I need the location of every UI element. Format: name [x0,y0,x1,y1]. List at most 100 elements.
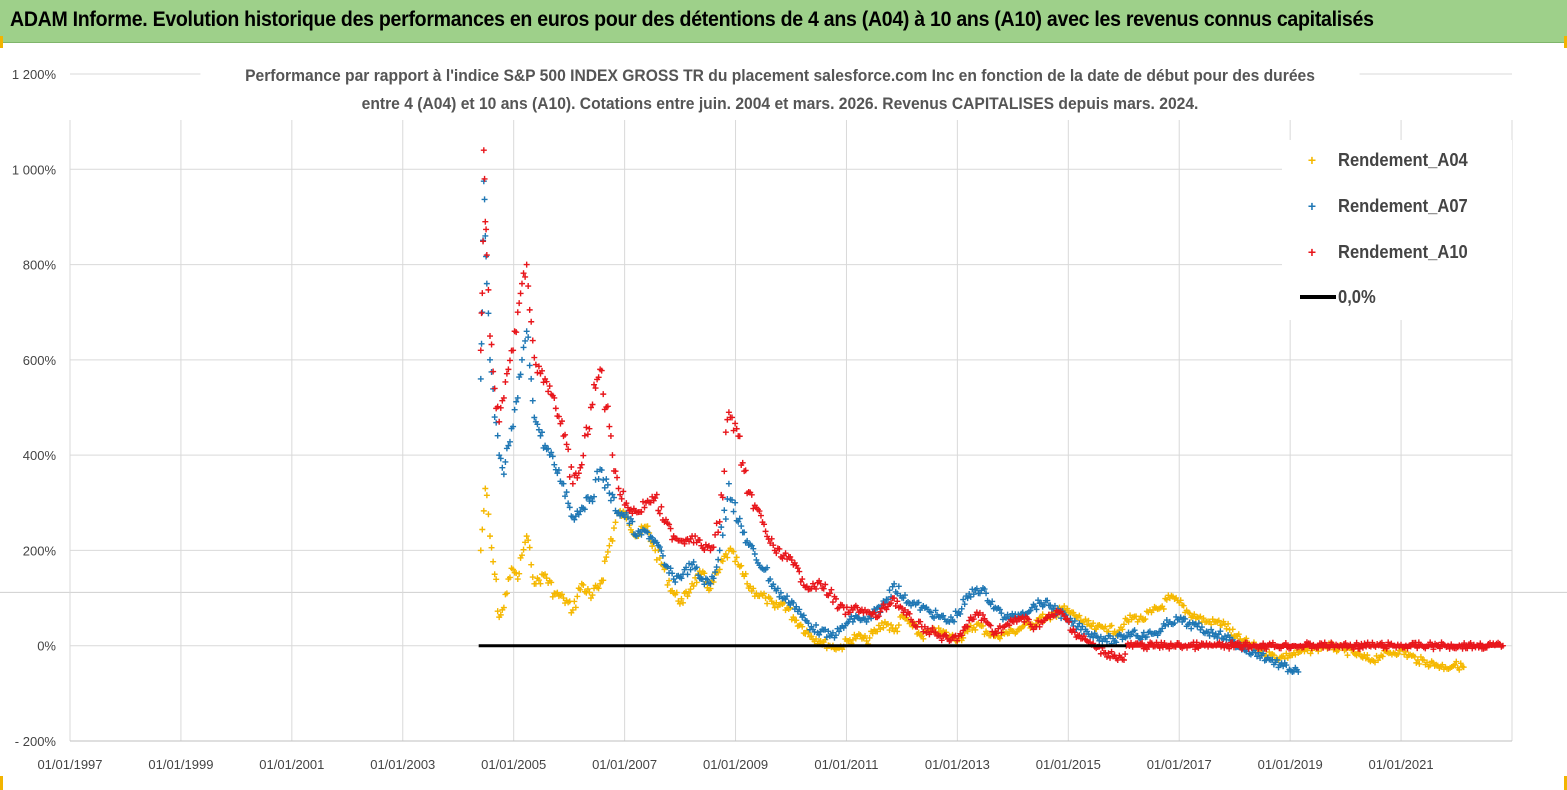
data-point [880,624,887,631]
data-point [1103,653,1110,660]
data-point [563,489,570,496]
data-point [875,622,882,629]
data-point [687,586,694,593]
data-point [493,576,500,583]
data-point [497,455,504,462]
data-point [966,617,973,624]
data-point [764,564,771,571]
data-point [1430,659,1437,666]
data-point [592,385,599,392]
data-point [477,347,484,354]
data-point [1064,615,1071,622]
data-point [696,537,703,544]
data-point [705,542,712,549]
data-point [666,577,673,584]
data-point [1038,599,1045,606]
data-point [770,542,777,549]
data-point [620,488,627,495]
data-point [799,576,806,583]
data-point [969,586,976,593]
data-point [958,632,965,639]
data-point [695,572,702,579]
data-point [813,621,820,628]
legend-item-a10: + Rendement_A10 [1300,237,1479,267]
data-point [578,461,585,468]
data-point [797,611,804,618]
data-point [1235,631,1242,638]
data-point [710,544,717,551]
data-point [558,591,565,598]
data-point [658,547,665,554]
data-point [581,432,588,439]
data-point [983,590,990,597]
data-point [777,589,784,596]
data-point [722,516,729,523]
data-point [535,363,542,370]
data-point [973,585,980,592]
data-point [1058,615,1065,622]
data-point [539,429,546,436]
data-point [762,528,769,535]
data-point [683,588,690,595]
data-point [1154,632,1161,639]
data-point [1254,653,1261,660]
data-point [482,218,489,225]
data-point [823,634,830,641]
data-point [869,630,876,637]
data-point [486,333,493,340]
data-point [514,576,521,583]
data-point [1088,623,1095,630]
data-point [554,589,561,596]
data-point [609,537,616,544]
data-point [894,590,901,597]
data-point [586,589,593,596]
data-point [554,470,561,477]
data-point [1064,605,1071,612]
x-tick-label: 01/01/1999 [148,757,213,772]
data-point [601,484,608,491]
data-point [610,525,617,532]
x-tick-label: 01/01/2001 [259,757,324,772]
data-point [1102,635,1109,642]
frame-corner-top-right [1554,36,1567,48]
data-point [496,418,503,425]
data-point [506,357,513,364]
data-point [483,252,490,259]
data-point [653,491,660,498]
data-point [480,147,487,154]
data-point [574,474,581,481]
x-tick-label: 01/01/2021 [1369,757,1434,772]
x-tick-label: 01/01/1997 [37,757,102,772]
data-point [757,512,764,519]
data-point [1163,596,1170,603]
data-point [589,592,596,599]
data-point [656,544,663,551]
data-point [481,175,488,182]
data-point [520,546,527,553]
data-point [577,508,584,515]
data-point [1402,648,1409,655]
data-point [1188,625,1195,632]
data-point [796,568,803,575]
data-point [506,438,513,445]
data-point [809,580,816,587]
data-point [793,603,800,610]
data-point [967,593,974,600]
data-point [529,397,536,404]
data-point [987,622,994,629]
data-point [1424,659,1431,666]
data-point [744,580,751,587]
data-point [595,585,602,592]
data-point [1103,638,1110,645]
data-point [606,490,613,497]
data-point [820,585,827,592]
data-point [545,445,552,452]
x-tick-label: 01/01/2015 [1036,757,1101,772]
frame-corner-bottom-right [1554,776,1567,790]
data-point [652,495,659,502]
data-point [1198,624,1205,631]
data-point [571,516,578,523]
data-point [710,575,717,582]
data-point [1307,650,1314,657]
